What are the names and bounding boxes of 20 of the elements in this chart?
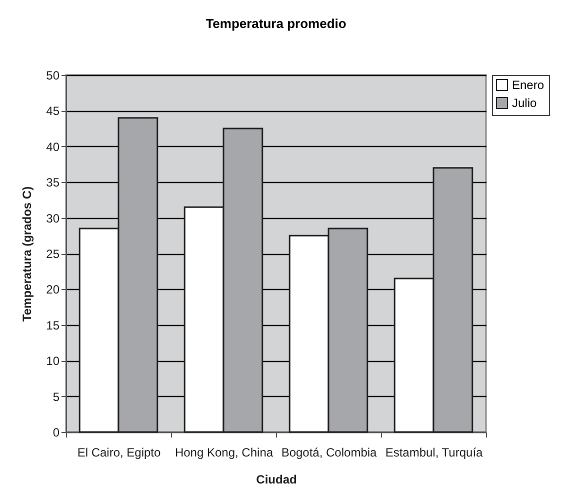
y-tick-label: 10 (46, 354, 60, 368)
y-tick-label: 15 (46, 318, 60, 332)
legend-label: Julio (512, 96, 538, 110)
y-axis-title: Temperatura (grados C) (20, 186, 34, 322)
x-tick-label: Hong Kong, China (174, 446, 274, 460)
x-tick-label: Estambul, Turquía (385, 446, 484, 460)
chart-title: Temperatura promedio (206, 16, 346, 31)
y-tick-label: 45 (46, 104, 60, 118)
x-tick-label: El Cairo, Egipto (77, 446, 162, 460)
y-tick-label: 5 (52, 390, 60, 404)
y-tick-label: 0 (52, 426, 60, 440)
x-tick-label: Bogotá, Colombia (281, 446, 378, 460)
y-tick-label: 30 (46, 211, 60, 226)
y-tick-label: 35 (46, 176, 60, 190)
y-tick-label: 20 (46, 282, 60, 297)
legend-label: Enero (512, 78, 544, 92)
y-tick-label: 40 (46, 140, 60, 154)
y-tick-label: 50 (46, 68, 60, 82)
x-axis-title: Ciudad (256, 472, 297, 486)
y-tick-label: 25 (46, 247, 60, 261)
